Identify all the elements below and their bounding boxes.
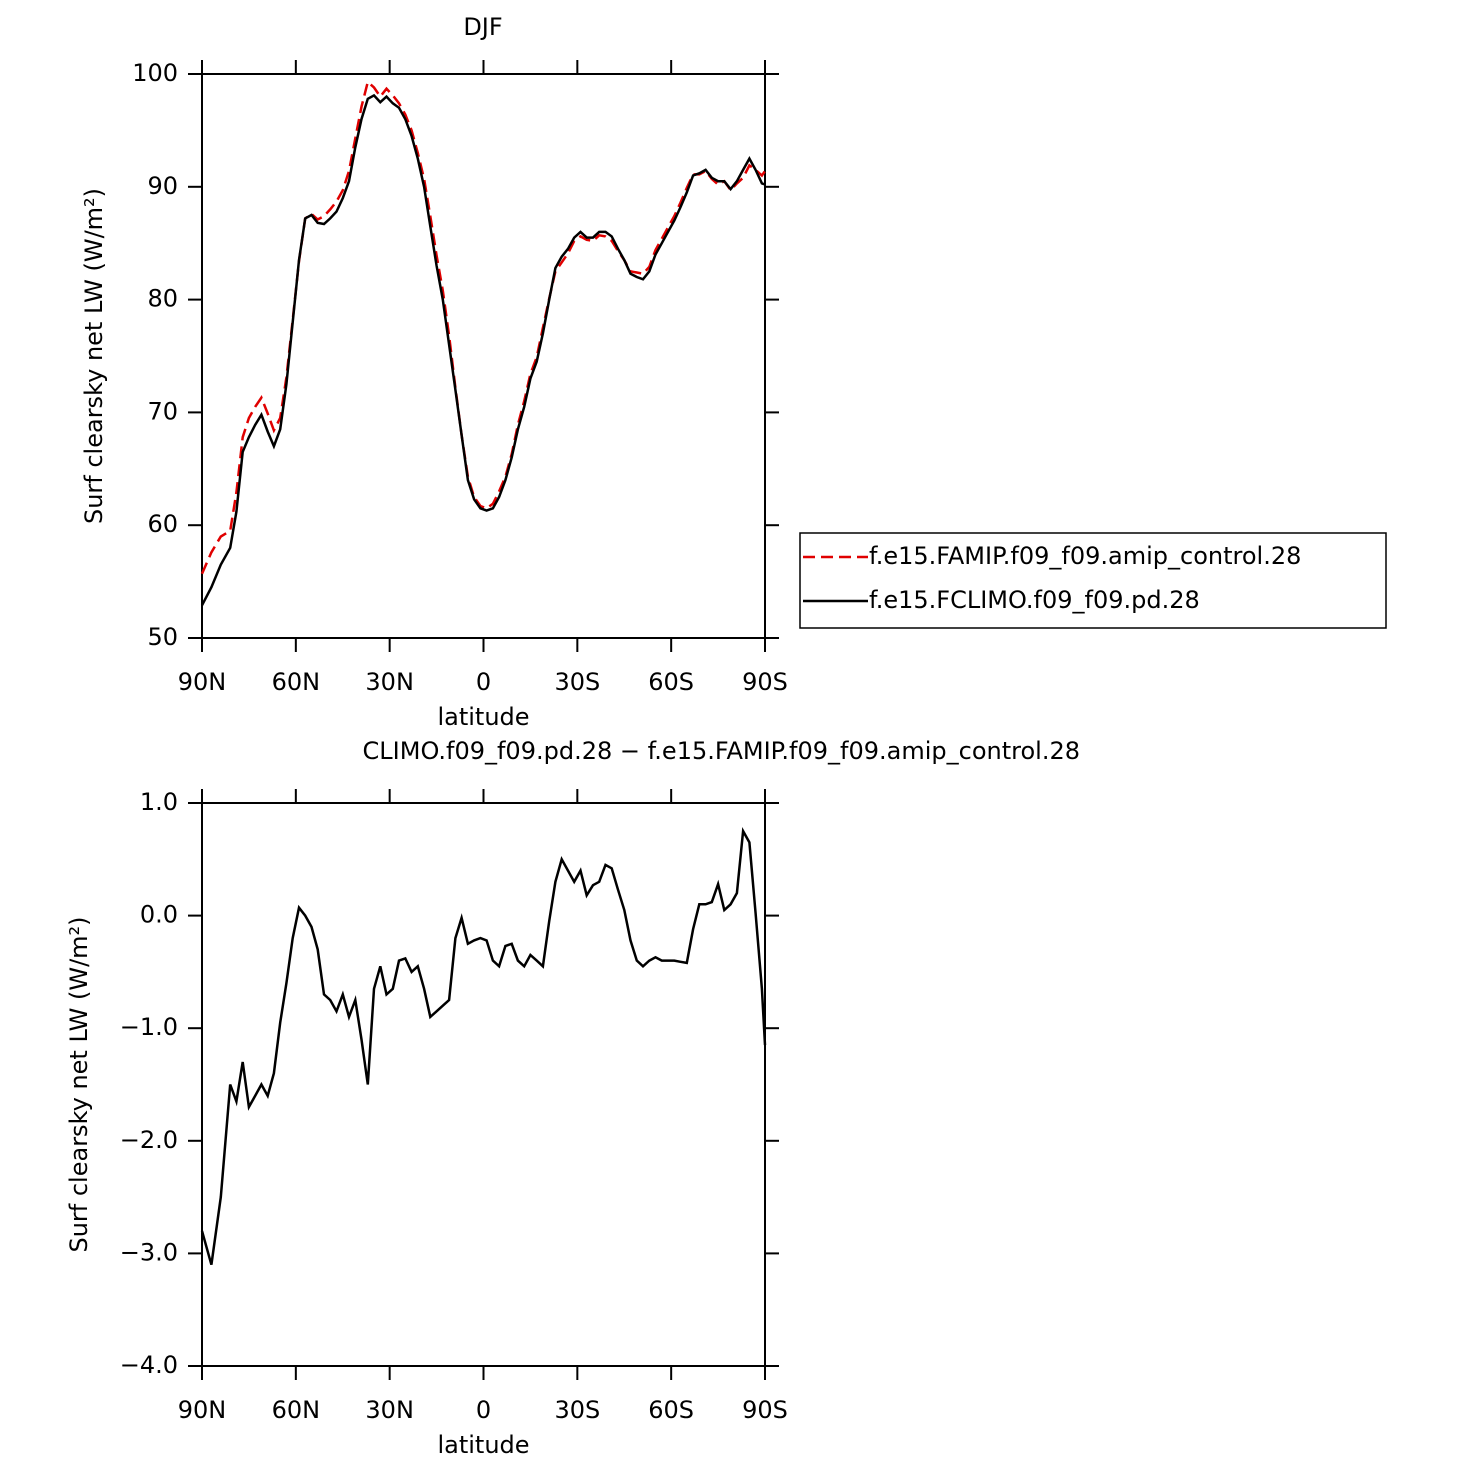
x-axis-label: latitude xyxy=(437,703,529,731)
y-tick-label: 0.0 xyxy=(140,901,178,929)
y-tick-label: 1.0 xyxy=(140,788,178,816)
legend-label: f.e15.FCLIMO.f09_f09.pd.28 xyxy=(869,586,1200,614)
y-tick-label: −1.0 xyxy=(120,1013,178,1041)
data-line xyxy=(200,827,767,1266)
y-axis-label: Surf clearsky net LW (W/m²) xyxy=(80,188,108,524)
x-tick-label: 60S xyxy=(648,668,694,696)
x-tick-label: 30N xyxy=(365,668,414,696)
y-tick-label: −4.0 xyxy=(120,1351,178,1379)
x-tick-label: 90N xyxy=(178,1396,227,1424)
plot-frame xyxy=(201,73,766,639)
legend-box xyxy=(799,532,1387,629)
x-tick-label: 60S xyxy=(648,1396,694,1424)
plot-frame xyxy=(201,802,766,1367)
y-tick-label: 60 xyxy=(147,510,178,538)
y-tick-label: −2.0 xyxy=(120,1126,178,1154)
x-tick-label: 90N xyxy=(178,668,227,696)
data-line xyxy=(200,79,767,575)
x-tick-label: 30S xyxy=(554,668,600,696)
x-axis-label: latitude xyxy=(437,1431,529,1459)
y-axis-label: Surf clearsky net LW (W/m²) xyxy=(65,916,93,1252)
y-tick-label: −3.0 xyxy=(120,1238,178,1266)
x-tick-label: 0 xyxy=(476,668,491,696)
x-tick-label: 90S xyxy=(742,1396,788,1424)
y-tick-label: 70 xyxy=(147,397,178,425)
x-tick-label: 90S xyxy=(742,668,788,696)
legend-label: f.e15.FAMIP.f09_f09.amip_control.28 xyxy=(869,542,1301,570)
chart-title: DJF xyxy=(463,13,502,41)
x-tick-label: 60N xyxy=(272,1396,321,1424)
y-tick-label: 100 xyxy=(132,59,178,87)
y-tick-label: 90 xyxy=(147,172,178,200)
y-tick-label: 80 xyxy=(147,285,178,313)
x-tick-label: 30S xyxy=(554,1396,600,1424)
data-line xyxy=(200,93,766,606)
chart-title: CLIMO.f09_f09.pd.28 − f.e15.FAMIP.f09_f0… xyxy=(363,737,1080,765)
x-tick-label: 60N xyxy=(272,668,321,696)
x-tick-label: 0 xyxy=(476,1396,491,1424)
x-tick-label: 30N xyxy=(365,1396,414,1424)
y-tick-label: 50 xyxy=(147,623,178,651)
